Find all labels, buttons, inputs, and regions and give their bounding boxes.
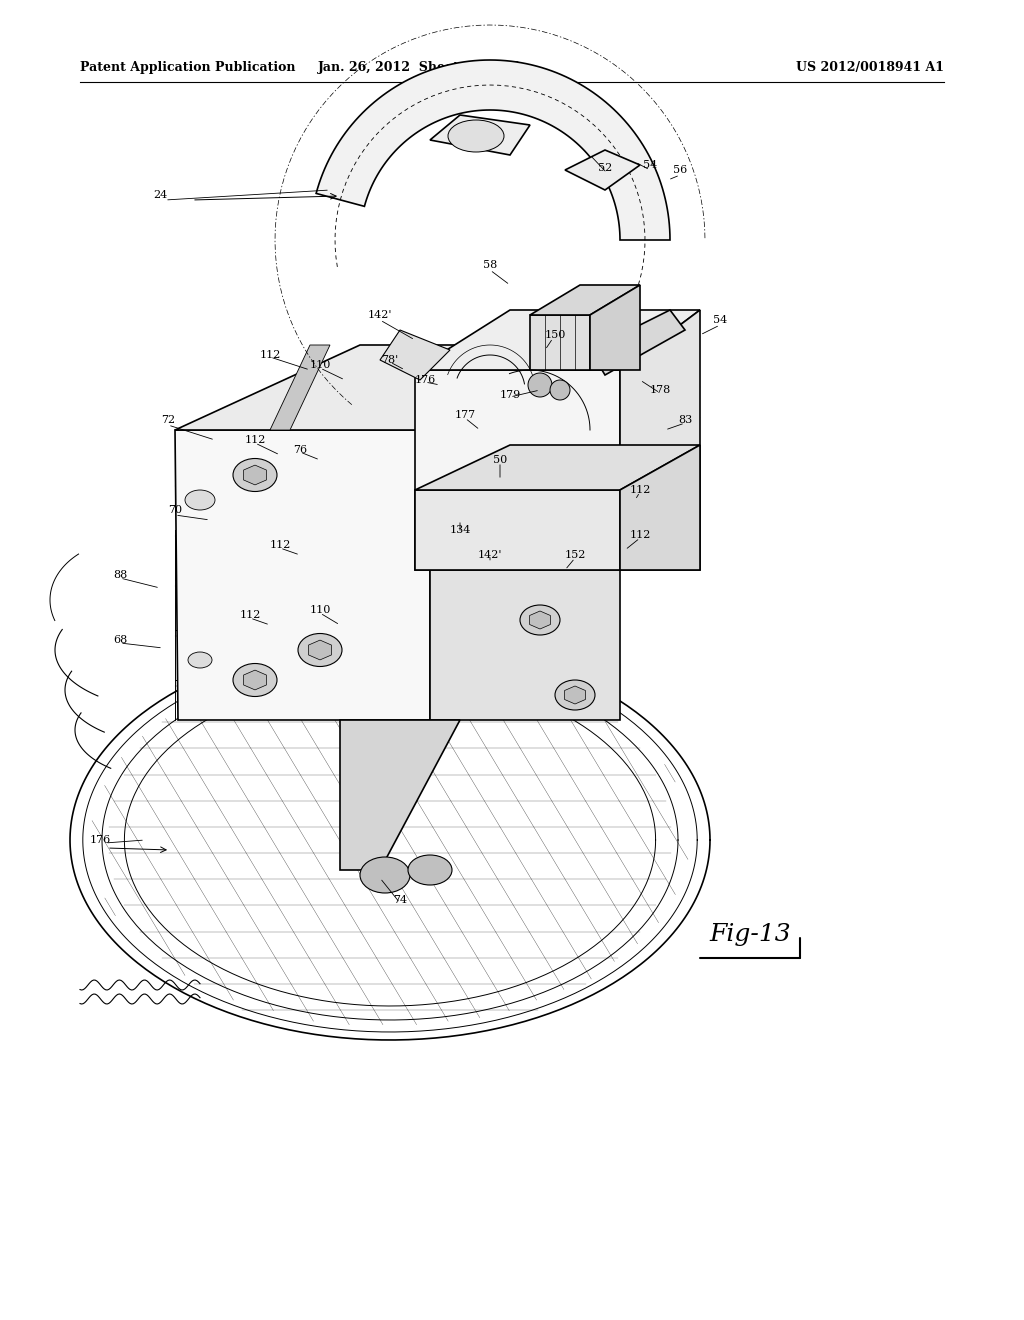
Polygon shape bbox=[244, 671, 266, 690]
Text: 68: 68 bbox=[113, 635, 127, 645]
Text: 72: 72 bbox=[161, 414, 175, 425]
Ellipse shape bbox=[550, 380, 570, 400]
Polygon shape bbox=[316, 59, 670, 240]
Polygon shape bbox=[529, 611, 550, 630]
Text: 177: 177 bbox=[455, 411, 475, 420]
Polygon shape bbox=[620, 445, 700, 570]
Ellipse shape bbox=[528, 374, 552, 397]
Text: 112: 112 bbox=[245, 436, 265, 445]
Polygon shape bbox=[590, 310, 685, 375]
Polygon shape bbox=[415, 490, 620, 570]
Text: 142': 142' bbox=[478, 550, 502, 560]
Polygon shape bbox=[415, 310, 700, 370]
Ellipse shape bbox=[555, 680, 595, 710]
Ellipse shape bbox=[233, 664, 278, 697]
Text: Patent Application Publication: Patent Application Publication bbox=[80, 62, 296, 74]
Ellipse shape bbox=[449, 120, 504, 152]
Polygon shape bbox=[175, 345, 620, 430]
Polygon shape bbox=[564, 686, 586, 704]
Text: 150: 150 bbox=[545, 330, 565, 341]
Ellipse shape bbox=[188, 652, 212, 668]
Polygon shape bbox=[530, 285, 640, 315]
Text: 112: 112 bbox=[259, 350, 281, 360]
Text: 50: 50 bbox=[493, 455, 507, 465]
Ellipse shape bbox=[408, 855, 452, 884]
Text: 52: 52 bbox=[598, 162, 612, 173]
Text: 58: 58 bbox=[483, 260, 497, 271]
Text: 54: 54 bbox=[643, 160, 657, 170]
Polygon shape bbox=[308, 640, 332, 660]
Text: US 2012/0018941 A1: US 2012/0018941 A1 bbox=[796, 62, 944, 74]
Text: 176: 176 bbox=[415, 375, 435, 385]
Text: 88: 88 bbox=[113, 570, 127, 579]
Text: 112: 112 bbox=[269, 540, 291, 550]
Text: Jan. 26, 2012  Sheet 12 of 20: Jan. 26, 2012 Sheet 12 of 20 bbox=[318, 62, 522, 74]
Text: 178: 178 bbox=[649, 385, 671, 395]
Ellipse shape bbox=[360, 857, 410, 894]
Text: 110: 110 bbox=[309, 360, 331, 370]
Polygon shape bbox=[340, 719, 460, 870]
Ellipse shape bbox=[520, 605, 560, 635]
Text: 112: 112 bbox=[630, 531, 650, 540]
Polygon shape bbox=[565, 150, 640, 190]
Text: 54: 54 bbox=[713, 315, 727, 325]
Polygon shape bbox=[530, 315, 590, 370]
Text: 112: 112 bbox=[630, 484, 650, 495]
Text: 112: 112 bbox=[240, 610, 261, 620]
Ellipse shape bbox=[233, 458, 278, 491]
Text: 70: 70 bbox=[168, 506, 182, 515]
Text: Fig-13: Fig-13 bbox=[710, 924, 791, 946]
Text: 152: 152 bbox=[564, 550, 586, 560]
Polygon shape bbox=[270, 345, 330, 430]
Text: 142': 142' bbox=[368, 310, 392, 319]
Text: 179: 179 bbox=[500, 389, 520, 400]
Text: 56: 56 bbox=[673, 165, 687, 176]
Text: 134: 134 bbox=[450, 525, 471, 535]
Polygon shape bbox=[415, 370, 620, 570]
Ellipse shape bbox=[298, 634, 342, 667]
Text: 83: 83 bbox=[678, 414, 692, 425]
Text: 176: 176 bbox=[89, 836, 111, 845]
Polygon shape bbox=[415, 445, 700, 490]
Text: 78': 78' bbox=[381, 355, 398, 366]
Text: 76: 76 bbox=[293, 445, 307, 455]
Text: 74: 74 bbox=[393, 895, 408, 906]
Polygon shape bbox=[175, 430, 430, 719]
Polygon shape bbox=[244, 465, 266, 484]
Text: 110: 110 bbox=[309, 605, 331, 615]
Polygon shape bbox=[620, 310, 700, 570]
Polygon shape bbox=[380, 330, 450, 380]
Polygon shape bbox=[590, 285, 640, 370]
Polygon shape bbox=[430, 115, 530, 154]
Ellipse shape bbox=[185, 490, 215, 510]
Polygon shape bbox=[430, 345, 620, 719]
Text: 24: 24 bbox=[153, 190, 167, 201]
